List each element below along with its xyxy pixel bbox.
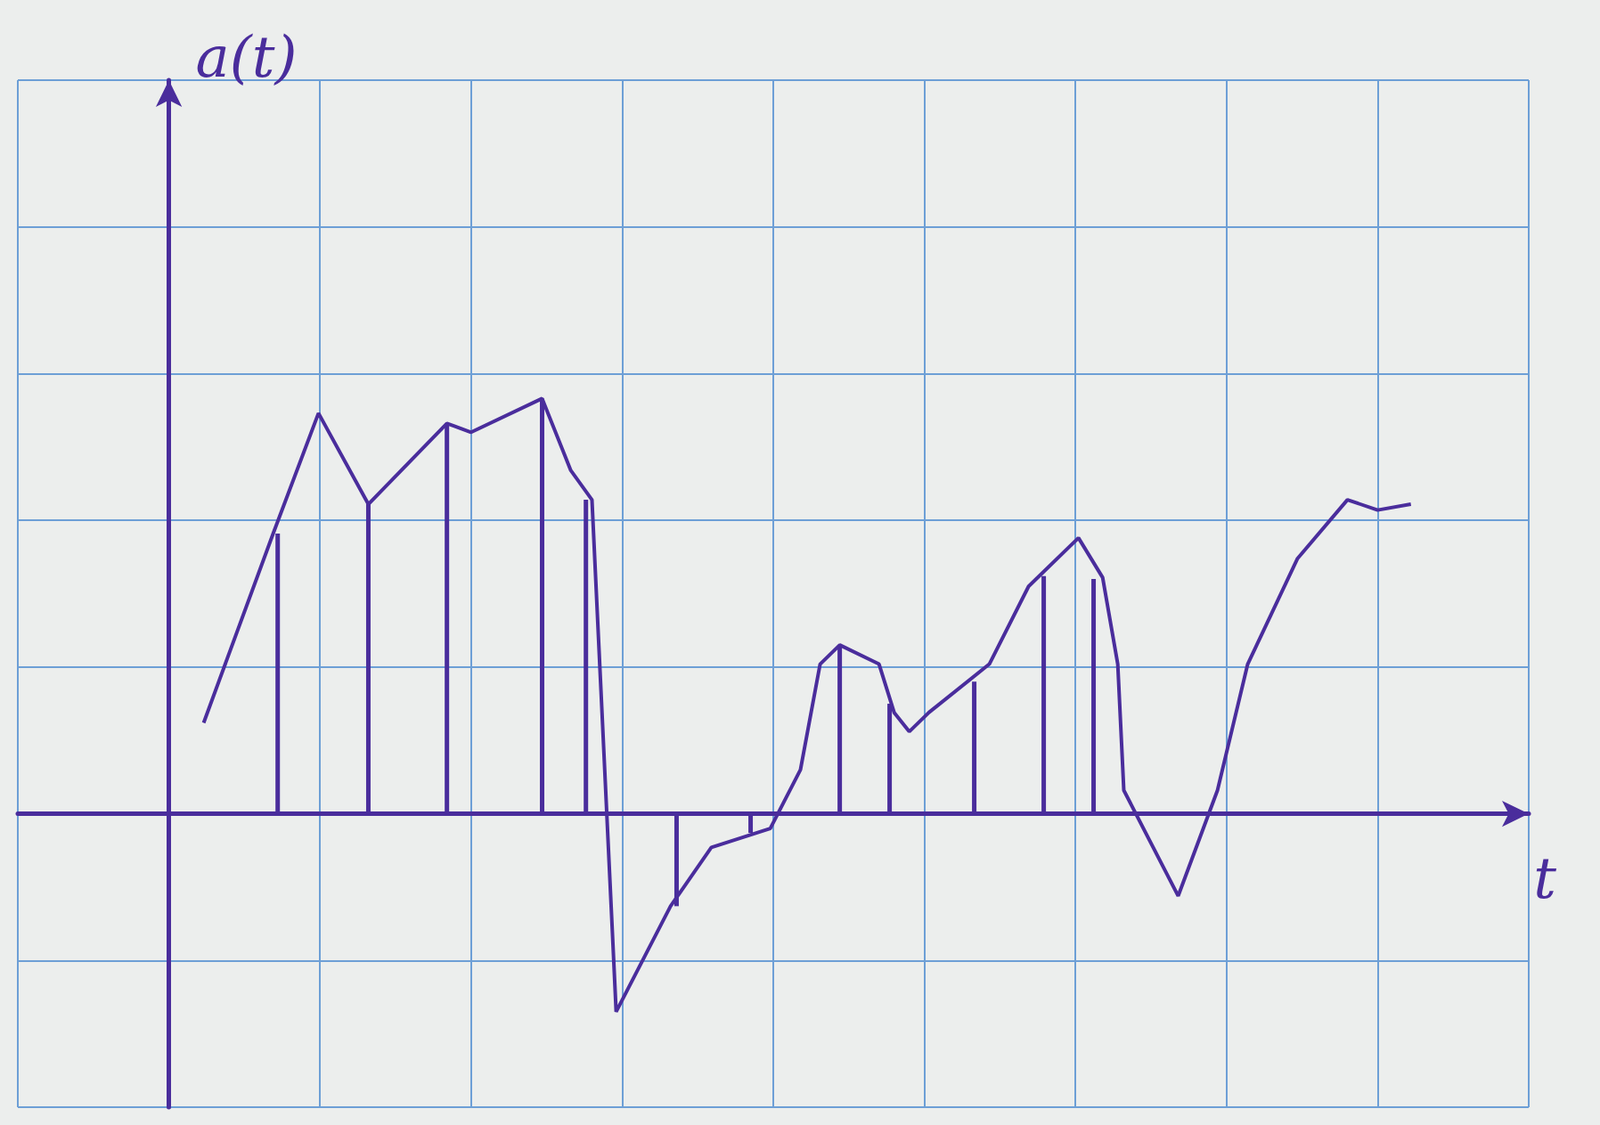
svg-text:a(t): a(t) [195, 24, 298, 90]
svg-text:t: t [1533, 845, 1557, 912]
